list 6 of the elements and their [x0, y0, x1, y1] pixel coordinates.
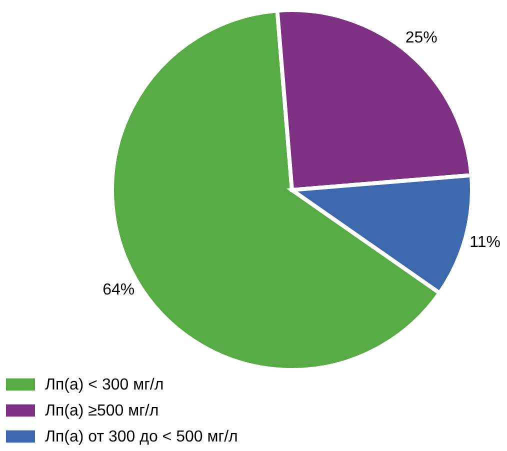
legend-label: Лп(а) ≥500 мг/л [45, 402, 159, 420]
data-label: 11% [470, 234, 501, 252]
legend-label: Лп(а) от 300 до < 500 мг/л [45, 428, 238, 446]
legend-label: Лп(а) < 300 мг/л [45, 376, 164, 394]
data-label: 64% [102, 282, 135, 299]
data-label: 25% [405, 29, 438, 46]
